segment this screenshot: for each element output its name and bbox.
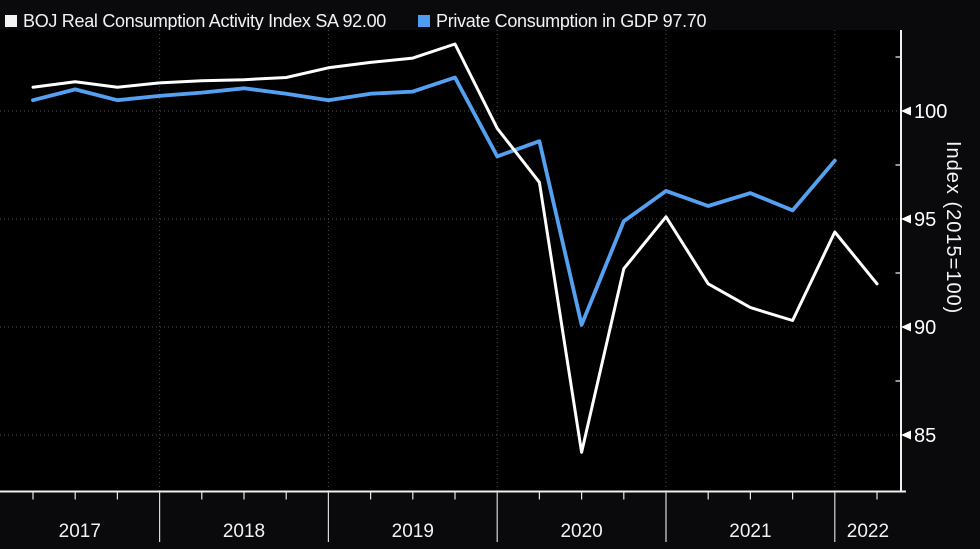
series-line-private-consumption-gdp[interactable] xyxy=(31,75,837,327)
chart-legend: BOJ Real Consumption Activity Index SA 9… xyxy=(0,9,980,33)
x-year-label-2017: 2017 xyxy=(59,521,101,542)
legend-item-boj-consumption-index[interactable]: BOJ Real Consumption Activity Index SA 9… xyxy=(5,9,386,33)
x-year-label-2021: 2021 xyxy=(729,521,771,542)
legend-swatch-blue-icon xyxy=(418,15,430,27)
y-tick-label-85: 85 xyxy=(914,425,936,447)
y-tick-label-95: 95 xyxy=(914,209,936,231)
y-tick-arrow-icon xyxy=(901,106,911,116)
series-line-boj-consumption-index[interactable] xyxy=(31,42,879,454)
x-year-label-2018: 2018 xyxy=(223,521,265,542)
x-year-label-2022: 2022 xyxy=(847,521,889,542)
x-year-label-2020: 2020 xyxy=(560,521,602,542)
x-year-label-2019: 2019 xyxy=(392,521,434,542)
plot-background xyxy=(0,30,901,492)
legend-label-private-consumption-gdp: Private Consumption in GDP 97.70 xyxy=(436,10,707,31)
legend-item-private-consumption-gdp[interactable]: Private Consumption in GDP 97.70 xyxy=(418,9,707,33)
legend-swatch-white-icon xyxy=(5,15,17,27)
y-tick-arrow-icon xyxy=(901,322,911,332)
y-tick-arrow-icon xyxy=(901,214,911,224)
y-tick-label-100: 100 xyxy=(914,101,947,123)
y-tick-label-90: 90 xyxy=(914,317,936,339)
y-axis-title: Index (2015=100) xyxy=(942,141,964,315)
legend-label-boj-consumption-index: BOJ Real Consumption Activity Index SA 9… xyxy=(23,10,386,31)
y-tick-arrow-icon xyxy=(901,430,911,440)
